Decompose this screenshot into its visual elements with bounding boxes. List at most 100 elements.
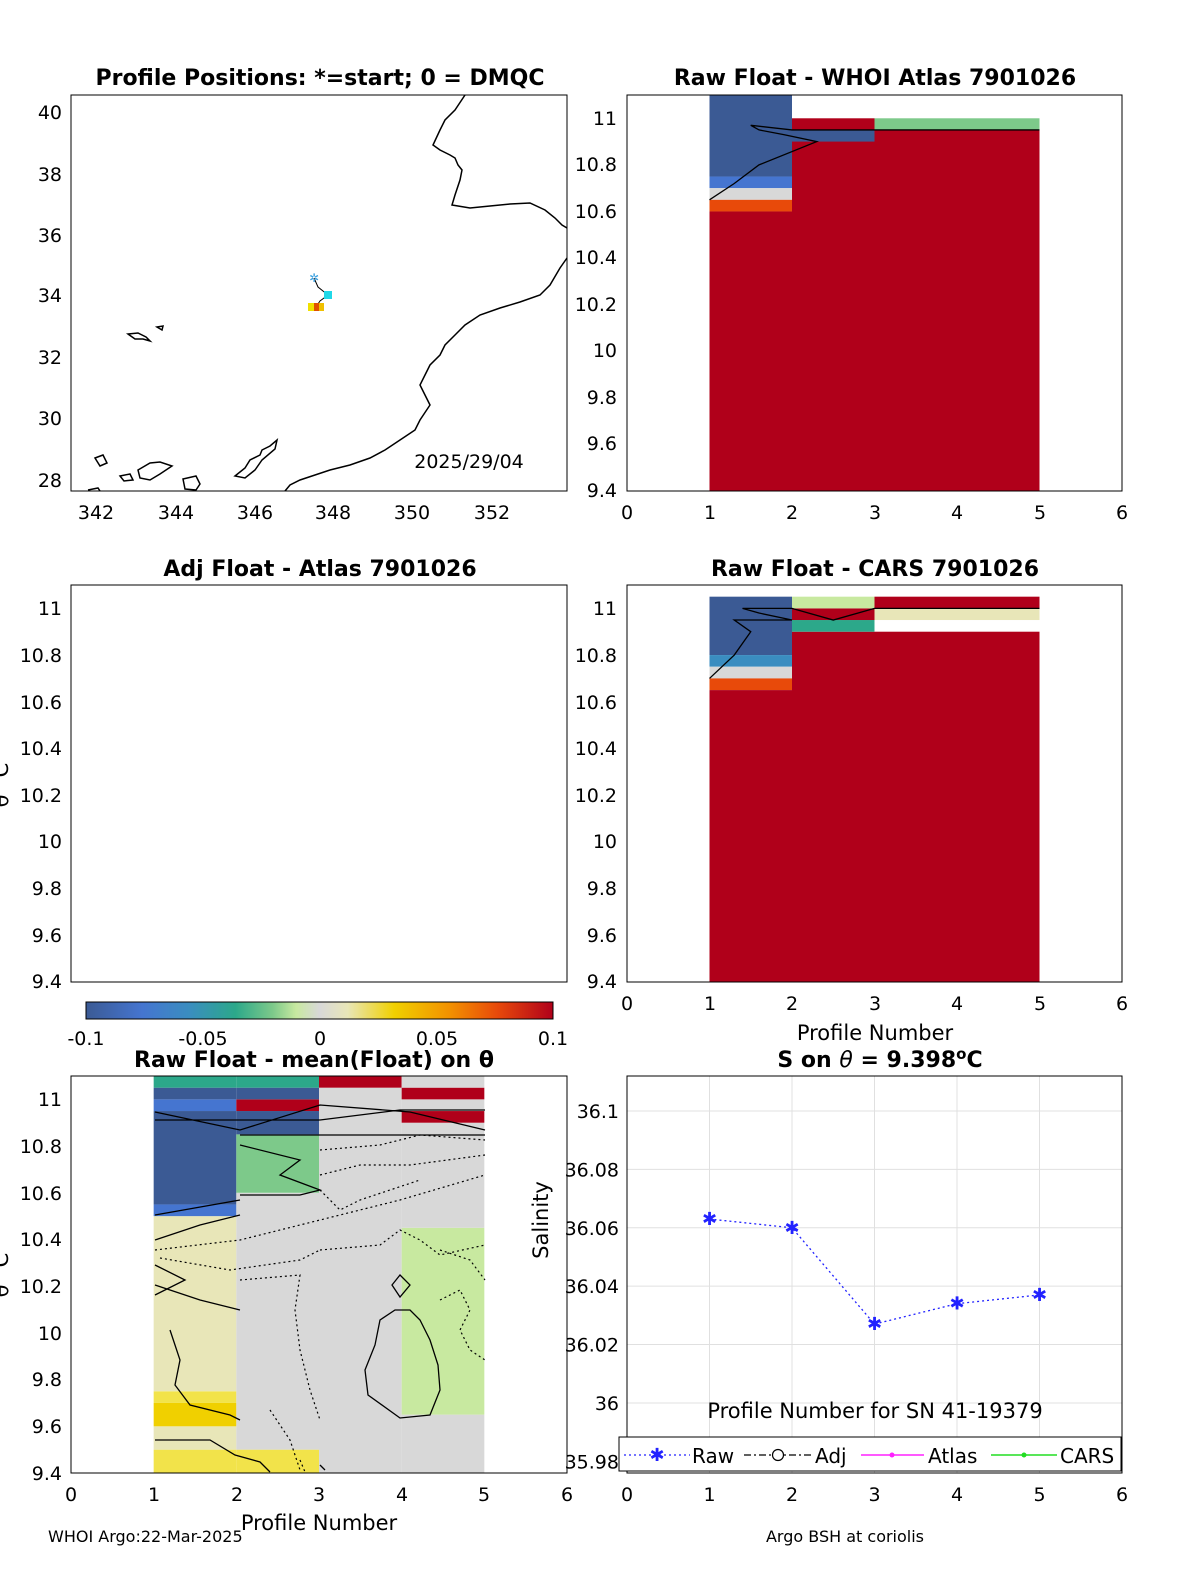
legend-adj-marker	[771, 1448, 785, 1462]
mean-xtick: 6	[561, 1484, 573, 1506]
mean-y-ticks: 9.4 9.6 9.8 10 10.2 10.4 10.6 10.8 11	[20, 1089, 62, 1485]
salinity-xtick: 0	[621, 1484, 633, 1506]
salinity-xtick: 6	[1116, 1484, 1128, 1506]
heatmap-cell	[401, 1122, 485, 1228]
salinity-raw-point: ✱	[949, 1294, 964, 1315]
mean-ytick: 9.4	[32, 1463, 62, 1485]
cars-ytick: 10.8	[575, 645, 617, 667]
heatmap-cell	[792, 118, 875, 130]
adj-ytick: 11	[38, 598, 62, 620]
heatmap-cell	[153, 1426, 237, 1450]
heatmap-cell	[401, 1087, 485, 1100]
heatmap-cell	[792, 608, 875, 621]
heatmap-cell	[236, 1111, 319, 1135]
heatmap-cell	[709, 666, 792, 679]
map-ytick: 38	[38, 164, 62, 186]
legend-cars-marker	[1021, 1452, 1027, 1458]
cars-xtick: 2	[786, 993, 798, 1015]
cars-xtick: 6	[1116, 993, 1128, 1015]
heatmap-cell	[709, 690, 792, 982]
map-xtick: 348	[315, 502, 351, 524]
salinity-legend: ✱ Raw Adj Atlas CARS	[618, 1436, 1122, 1472]
salinity-raw-point: ✱	[867, 1314, 882, 1335]
heatmap-cell	[153, 1402, 237, 1427]
salinity-ytick: 36.02	[565, 1335, 619, 1357]
whoi-xtick: 2	[786, 502, 798, 524]
colorbar-tick: 0.05	[416, 1028, 458, 1050]
salinity-xtick: 1	[703, 1484, 715, 1506]
salinity-ytick: 36.06	[565, 1218, 619, 1240]
legend-atlas-label: Atlas	[928, 1444, 977, 1468]
mean-xtick: 0	[65, 1484, 77, 1506]
cars-xtick: 0	[621, 993, 633, 1015]
whoi-ytick: 9.4	[587, 480, 617, 502]
heatmap-cell	[236, 1076, 319, 1088]
cars-y-ticks: 9.4 9.6 9.8 10 10.2 10.4 10.6 10.8 11	[575, 598, 617, 993]
heatmap-cell	[153, 1076, 237, 1088]
adj-panel: Adj Float - Atlas 7901026 θ °C 9.4 9.6 9…	[0, 557, 568, 993]
footer-left: WHOI Argo:22-Mar-2025	[48, 1527, 243, 1546]
profile-start-marker: ✲	[309, 271, 319, 285]
mean-ytick: 10	[38, 1323, 62, 1345]
adj-ytick: 10.2	[20, 785, 62, 807]
cars-x-ticks: 0 1 2 3 4 5 6	[621, 993, 1128, 1015]
heatmap-cell	[792, 596, 875, 609]
whoi-x-ticks: 0 1 2 3 4 5 6	[621, 502, 1128, 524]
adj-ytick: 9.4	[32, 971, 62, 993]
cars-xtick: 5	[1034, 993, 1046, 1015]
salinity-xtick: 4	[951, 1484, 963, 1506]
cars-contour-line	[709, 607, 1040, 679]
cars-ytick: 10.4	[575, 738, 617, 760]
cars-frame	[626, 584, 1123, 983]
salinity-raw-point: ✱	[1032, 1285, 1047, 1306]
mean-contours	[154, 1104, 486, 1473]
legend-raw-marker: ✱	[649, 1445, 664, 1466]
heatmap-cell	[709, 211, 792, 491]
heatmap-cell	[153, 1391, 237, 1403]
heatmap-cell	[319, 1087, 402, 1473]
profile-marker-4	[313, 303, 319, 311]
whoi-title: Raw Float - WHOI Atlas 7901026	[674, 66, 1076, 91]
legend-adj-label: Adj	[815, 1444, 847, 1468]
mean-xtick: 1	[148, 1484, 160, 1506]
colorbar-tick: -0.1	[67, 1028, 104, 1050]
adj-ytick: 10.6	[20, 692, 62, 714]
cars-xtick: 4	[951, 993, 963, 1015]
colorbar-tick: 0	[314, 1028, 326, 1050]
heatmap-cell	[153, 1204, 237, 1217]
mean-heatmap	[153, 1076, 485, 1473]
mean-xlabel: Profile Number	[241, 1511, 398, 1535]
heatmap-cell	[236, 1192, 319, 1450]
heatmap-cell	[236, 1134, 319, 1193]
salinity-title: S on θ = 9.398oC	[777, 1045, 982, 1073]
heatmap-cell	[236, 1449, 319, 1473]
whoi-ytick: 11	[593, 108, 617, 130]
heatmap-cell	[709, 176, 792, 189]
map-ytick: 30	[38, 408, 62, 430]
heatmap-cell	[874, 608, 1040, 621]
heatmap-cell	[401, 1414, 485, 1473]
map-ytick: 34	[38, 285, 62, 307]
mean-ytick: 9.8	[32, 1369, 62, 1391]
map-frame	[70, 94, 568, 492]
heatmap-cell	[236, 1087, 319, 1100]
profile-marker-5	[308, 303, 314, 311]
cars-xtick: 1	[704, 993, 716, 1015]
colorbar: -0.1 -0.05 0 0.05 0.1	[67, 1001, 568, 1050]
mean-xtick: 5	[478, 1484, 490, 1506]
cars-ytick: 9.6	[587, 925, 617, 947]
heatmap-cell	[709, 199, 792, 212]
mean-ytick: 10.2	[20, 1276, 62, 1298]
map-ytick: 28	[38, 470, 62, 492]
heatmap-cell	[709, 95, 792, 177]
cars-xlabel: Profile Number	[797, 1021, 954, 1045]
colorbar-tick: -0.05	[178, 1028, 227, 1050]
whoi-xtick: 6	[1116, 502, 1128, 524]
salinity-raw-line	[709, 1218, 1040, 1325]
whoi-xtick: 3	[869, 502, 881, 524]
map-date-label: 2025/29/04	[414, 451, 524, 473]
mean-panel: Raw Float - mean(Float) on θ θ °C 9.4 9.…	[0, 1048, 573, 1535]
heatmap-cell	[792, 129, 875, 142]
heatmap-cell	[153, 1216, 237, 1392]
